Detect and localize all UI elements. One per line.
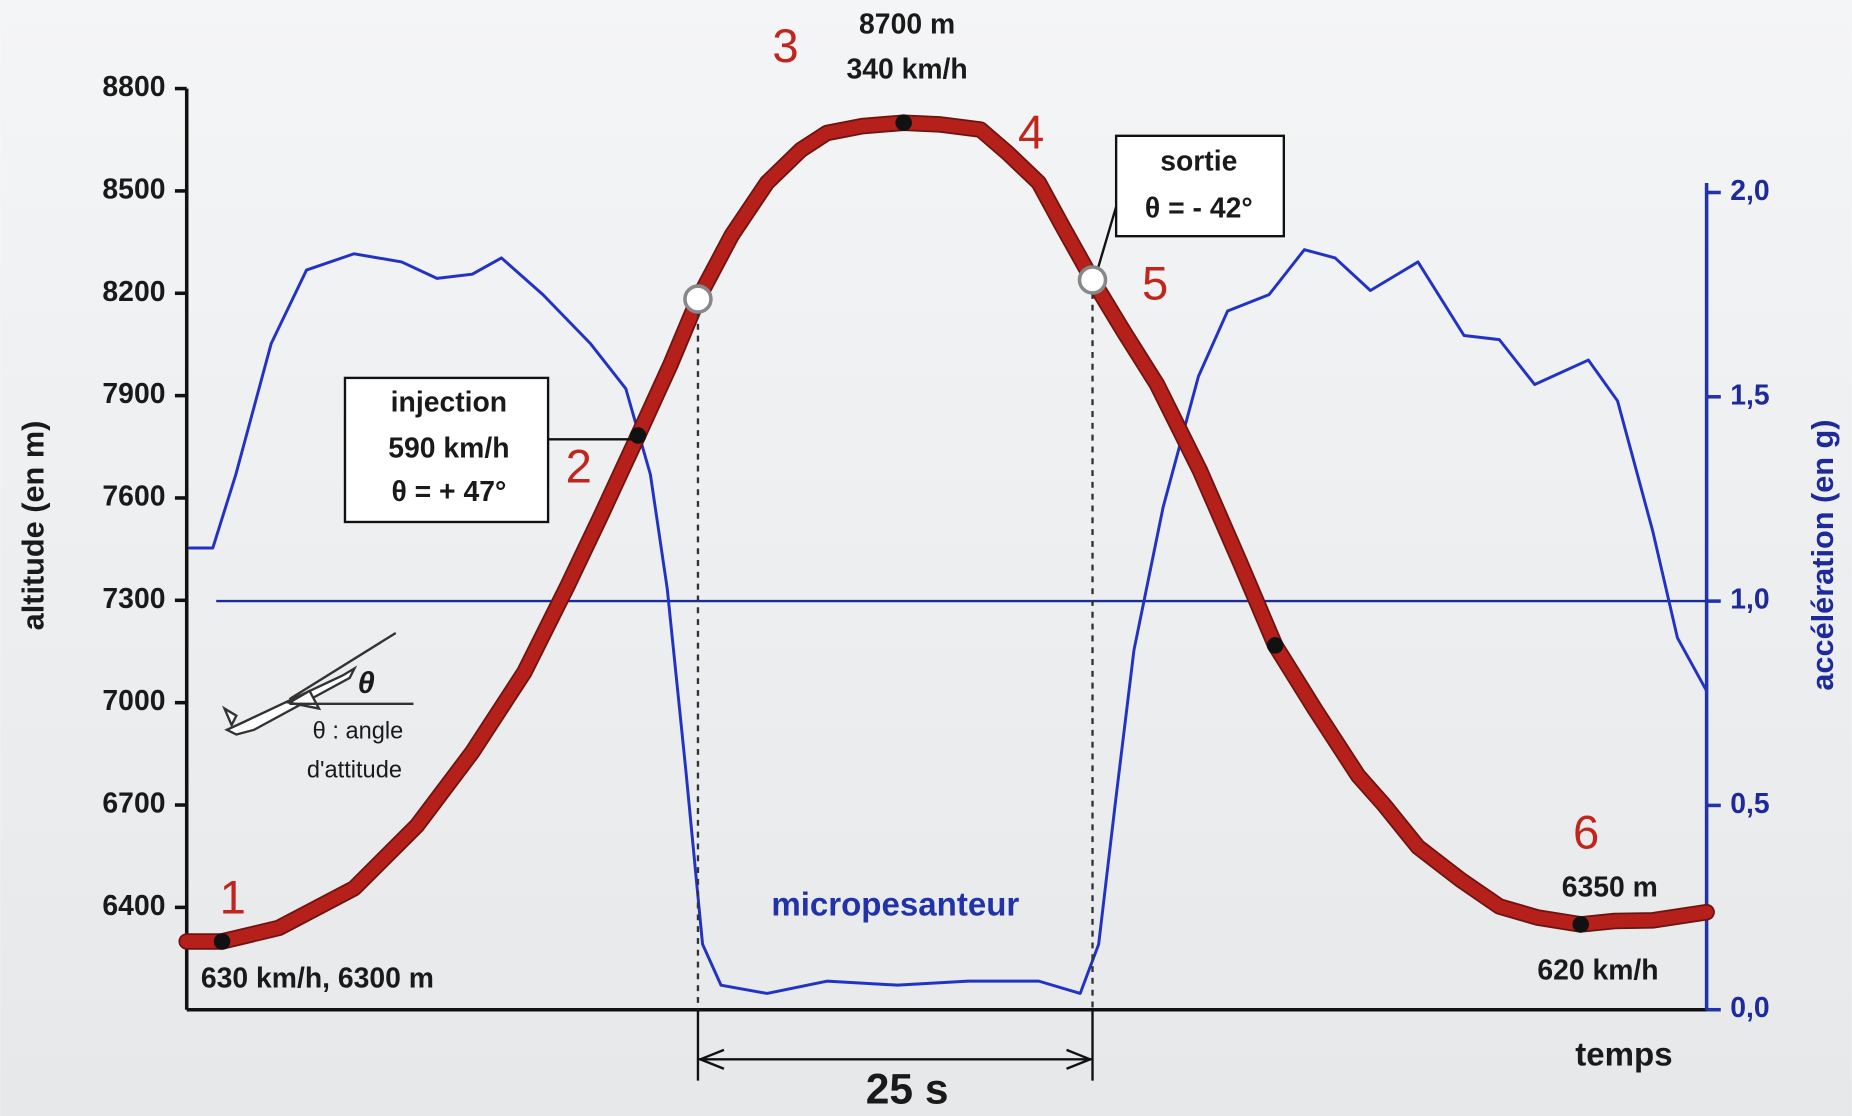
key-point — [213, 933, 231, 950]
y-tick-label: 7900 — [102, 378, 165, 410]
annotation: 6350 m — [1562, 872, 1658, 904]
annotation: d'attitude — [307, 757, 402, 783]
y2-tick-label: 1,0 — [1730, 584, 1769, 616]
markers — [213, 114, 1589, 950]
y2-axis-label: accélération (en g) — [1805, 419, 1840, 690]
y2-tick-label: 1,5 — [1730, 379, 1769, 411]
key-point — [895, 114, 912, 131]
annotation: θ = - 42° — [1145, 193, 1253, 225]
annotation: θ : angle — [313, 718, 404, 744]
arrow-head — [697, 1048, 1094, 1070]
phase-label: 3 — [772, 20, 798, 73]
plane-icon — [221, 631, 414, 736]
annotation: micropesanteur — [771, 887, 1019, 924]
y2-tick-label: 0,0 — [1730, 992, 1769, 1024]
annotation: θ — [358, 665, 375, 700]
annotation: 630 km/h, 6300 m — [201, 963, 434, 995]
phase-label: 5 — [1142, 257, 1168, 310]
y-tick-label: 7000 — [102, 685, 165, 717]
phase-label: 4 — [1018, 106, 1044, 159]
series-line — [180, 116, 1714, 948]
y2-tick-label: 2,0 — [1730, 175, 1769, 207]
x-axis-label: temps — [1575, 1037, 1672, 1074]
key-point — [1266, 637, 1284, 654]
y-tick-label: 6400 — [102, 890, 165, 922]
y-tick-label: 7300 — [102, 583, 165, 615]
y-tick-label: 8800 — [102, 71, 165, 103]
phase-label: 2 — [566, 440, 592, 493]
y-axis-label: altitude (en m) — [16, 421, 51, 631]
annotation-box — [1114, 134, 1286, 238]
series-line — [188, 248, 1709, 995]
y-tick-label: 8500 — [102, 173, 165, 205]
key-point — [629, 427, 647, 444]
key-point — [1572, 916, 1589, 933]
annotation-box — [343, 376, 550, 524]
annotation: θ = + 47° — [391, 476, 506, 508]
annotation: sortie — [1160, 145, 1237, 177]
duration-label: 25 s — [866, 1067, 949, 1114]
annotation: injection — [391, 386, 507, 418]
y-tick-label: 6700 — [102, 788, 165, 820]
annotation: 340 km/h — [846, 53, 967, 85]
annotation: 590 km/h — [388, 432, 509, 464]
phase-label: 1 — [220, 872, 246, 925]
phase-label: 6 — [1573, 807, 1599, 860]
y-tick-label: 8200 — [102, 276, 165, 308]
annotation: 8700 m — [859, 8, 955, 40]
y-tick-label: 7600 — [102, 480, 165, 512]
annotation: 620 km/h — [1537, 954, 1658, 986]
y2-tick-label: 0,5 — [1730, 788, 1769, 820]
entry-point — [683, 284, 713, 314]
annotations: 1 2 3 4 5 6 630 km/h, 6300 m injection 5… — [201, 8, 1659, 1113]
exit-point — [1077, 265, 1108, 295]
plot: 6400 6700 7000 7300 7600 7900 8200 8500 8800 0,0 0… — [102, 71, 1769, 1024]
